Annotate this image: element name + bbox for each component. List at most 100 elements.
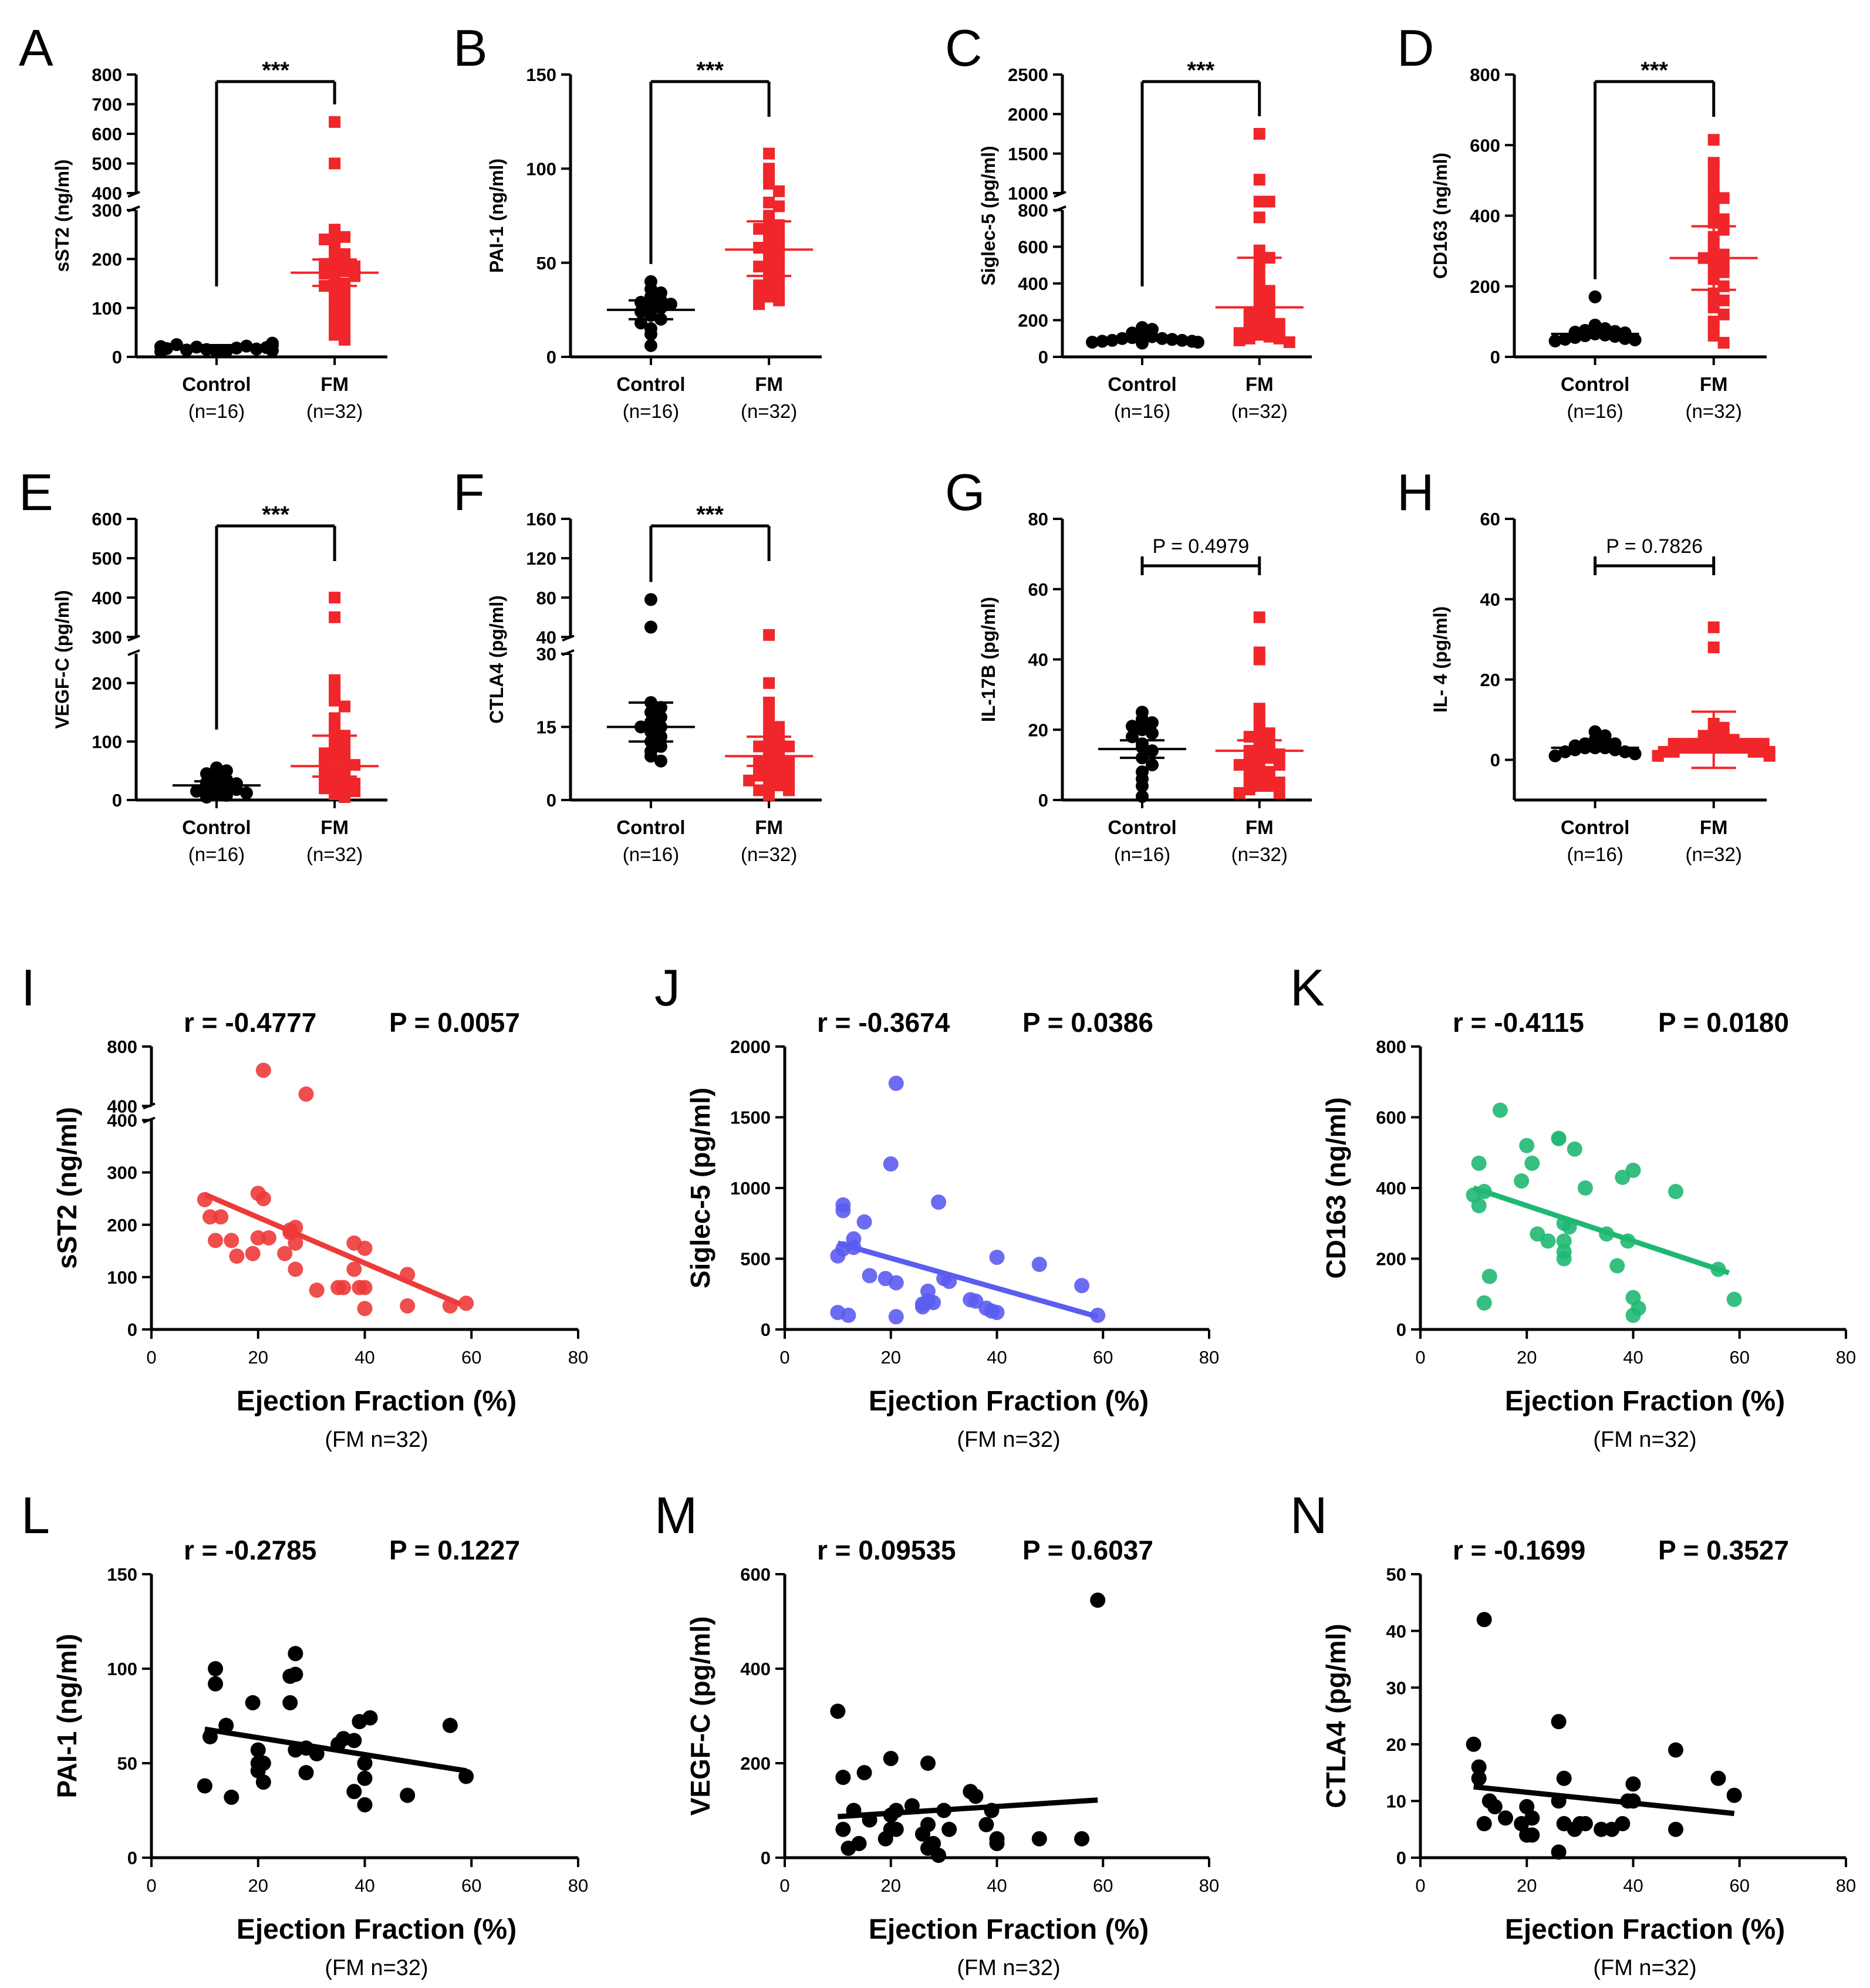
group-count: (n=32) — [1231, 400, 1288, 422]
data-point — [1556, 1770, 1572, 1786]
data-point — [346, 1784, 362, 1800]
data-point — [920, 1840, 936, 1856]
data-point — [1074, 1831, 1090, 1847]
data-point — [255, 1062, 271, 1078]
data-point — [357, 1301, 373, 1317]
y-tick-label: 150 — [107, 1564, 137, 1585]
y-tick-label: 100 — [526, 158, 556, 179]
group-label: FM — [755, 373, 783, 395]
y-tick-label: 20 — [1480, 670, 1500, 690]
sample-size-label: (FM n=32) — [957, 1956, 1060, 1980]
data-point — [773, 735, 785, 748]
data-point — [753, 769, 765, 782]
data-point — [1086, 335, 1099, 349]
data-point — [346, 1733, 362, 1749]
data-point — [309, 1282, 325, 1298]
y-tick-label: 20 — [1386, 1734, 1406, 1755]
regression-line — [204, 1726, 467, 1774]
panel-letter: D — [1397, 19, 1434, 77]
regression-line — [204, 1192, 462, 1307]
data-point — [1717, 294, 1730, 306]
data-point — [329, 157, 341, 170]
data-point — [1471, 1198, 1487, 1214]
y-tick-label: 200 — [1376, 1249, 1406, 1270]
data-point — [1519, 1799, 1535, 1815]
data-point — [888, 1075, 904, 1091]
y-tick-label: 50 — [1386, 1564, 1406, 1585]
data-point — [1514, 1173, 1530, 1189]
data-point — [319, 258, 331, 270]
y-tick-label: 50 — [536, 253, 556, 274]
data-point — [1551, 1130, 1567, 1146]
data-point — [763, 677, 775, 689]
significance-label: P = 0.7826 — [1606, 535, 1703, 558]
y-axis-label: VEGF-C (pg/ml) — [685, 1616, 715, 1816]
data-point — [1568, 743, 1582, 757]
data-point — [883, 1156, 899, 1172]
group-count: (n=32) — [1686, 843, 1742, 865]
y-tick-label: 30 — [1386, 1678, 1406, 1698]
data-point — [920, 1756, 936, 1771]
data-point — [1551, 1714, 1567, 1730]
data-point — [1136, 713, 1149, 726]
data-point — [644, 593, 657, 606]
data-point — [319, 782, 331, 795]
data-point — [1273, 787, 1285, 799]
panel-letter: A — [19, 19, 53, 77]
data-point — [1126, 720, 1139, 733]
x-tick-label: 20 — [881, 1875, 901, 1896]
data-point — [1609, 1258, 1625, 1274]
y-tick-label: 0 — [1396, 1848, 1406, 1868]
data-point — [931, 1194, 947, 1210]
data-point — [1253, 611, 1265, 623]
y-tick-label: 400 — [1018, 274, 1048, 294]
x-tick-label: 20 — [248, 1347, 268, 1368]
data-point — [329, 228, 341, 241]
data-point — [654, 710, 667, 724]
sample-size-label: (FM n=32) — [957, 1427, 1060, 1452]
correlation-r: r = -0.4115 — [1453, 1007, 1584, 1038]
regression-line — [838, 1797, 1098, 1820]
panel-letter: F — [453, 463, 485, 521]
panel-letter: G — [945, 463, 985, 521]
data-point — [783, 740, 795, 752]
y-tick-label: 200 — [107, 1215, 137, 1236]
data-point — [1707, 329, 1720, 342]
y-axis-label: Siglec-5 (pg/ml) — [978, 146, 999, 285]
y-tick-label: 0 — [1490, 750, 1500, 771]
group-count: (n=16) — [188, 400, 245, 422]
data-point — [773, 721, 785, 733]
data-point — [329, 243, 341, 255]
y-tick-label: 160 — [526, 509, 556, 529]
data-point — [989, 1250, 1005, 1265]
regression-line — [837, 1240, 1099, 1319]
panel-letter: N — [1290, 1486, 1328, 1544]
significance-label: *** — [696, 58, 724, 83]
data-point — [1031, 1257, 1047, 1273]
data-point — [1283, 336, 1295, 348]
group-label: Control — [1108, 373, 1176, 395]
data-point — [1481, 1268, 1497, 1284]
data-point — [261, 1230, 276, 1246]
correlation-p: P = 0.0386 — [1022, 1007, 1153, 1038]
data-point — [654, 701, 667, 714]
group-label: FM — [1245, 373, 1274, 395]
data-point — [773, 294, 785, 306]
data-point — [773, 256, 785, 269]
data-point — [288, 1261, 303, 1277]
y-tick-label: 40 — [1480, 589, 1500, 610]
data-point — [1233, 334, 1245, 346]
data-point — [1136, 723, 1149, 737]
data-point — [763, 291, 775, 303]
group-label: Control — [182, 373, 251, 395]
data-point — [1668, 1821, 1683, 1837]
data-point — [329, 724, 341, 736]
data-point — [1466, 1736, 1481, 1752]
group-count: (n=16) — [1567, 400, 1623, 422]
data-point — [224, 1233, 239, 1248]
data-point — [282, 1695, 298, 1710]
data-point — [1136, 779, 1149, 793]
data-point — [1625, 1162, 1641, 1178]
group-label: Control — [616, 816, 685, 838]
